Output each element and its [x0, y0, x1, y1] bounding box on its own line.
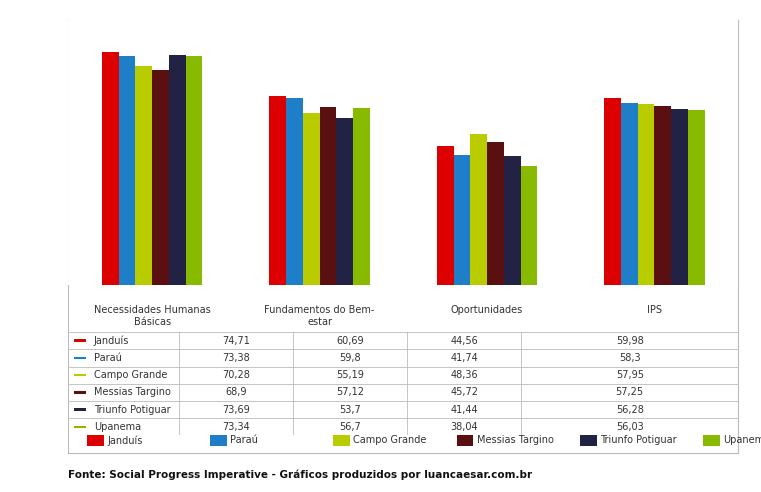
Bar: [169, 55, 186, 285]
Bar: [336, 118, 353, 285]
Text: 60,69: 60,69: [336, 336, 364, 346]
FancyBboxPatch shape: [703, 435, 720, 446]
FancyBboxPatch shape: [457, 435, 473, 446]
Bar: [671, 109, 688, 285]
FancyBboxPatch shape: [74, 374, 86, 376]
Text: 70,28: 70,28: [222, 370, 250, 380]
Text: 56,28: 56,28: [616, 404, 644, 415]
Text: 41,74: 41,74: [451, 353, 478, 363]
FancyBboxPatch shape: [74, 408, 86, 411]
Bar: [638, 104, 654, 285]
Bar: [119, 56, 135, 285]
Text: 74,71: 74,71: [222, 336, 250, 346]
Text: Upanema: Upanema: [723, 435, 761, 445]
Text: 59,8: 59,8: [339, 353, 361, 363]
Bar: [437, 146, 454, 285]
Text: 55,19: 55,19: [336, 370, 364, 380]
Bar: [470, 134, 487, 285]
Text: 73,69: 73,69: [222, 404, 250, 415]
Bar: [102, 52, 119, 285]
FancyBboxPatch shape: [87, 435, 103, 446]
Text: 38,04: 38,04: [451, 422, 478, 432]
Text: Oportunidades: Oportunidades: [451, 305, 523, 315]
Text: 73,34: 73,34: [222, 422, 250, 432]
Text: 59,98: 59,98: [616, 336, 644, 346]
Bar: [688, 110, 705, 285]
Bar: [504, 156, 521, 285]
FancyBboxPatch shape: [74, 339, 86, 342]
Bar: [286, 98, 303, 285]
Text: Campo Grande: Campo Grande: [353, 435, 427, 445]
Bar: [654, 106, 671, 285]
Text: 44,56: 44,56: [451, 336, 478, 346]
Text: Triunfo Potiguar: Triunfo Potiguar: [94, 404, 170, 415]
Text: Paraú: Paraú: [231, 435, 258, 445]
Bar: [152, 70, 169, 285]
Text: 57,12: 57,12: [336, 387, 364, 398]
Bar: [269, 95, 286, 285]
Bar: [135, 66, 152, 285]
Text: Upanema: Upanema: [94, 422, 141, 432]
Bar: [604, 98, 621, 285]
FancyBboxPatch shape: [74, 426, 86, 428]
Text: Messias Targino: Messias Targino: [476, 435, 553, 445]
Text: 57,25: 57,25: [616, 387, 644, 398]
Text: Necessidades Humanas
Básicas: Necessidades Humanas Básicas: [94, 305, 211, 328]
FancyBboxPatch shape: [580, 435, 597, 446]
Text: Janduís: Janduís: [107, 435, 142, 446]
Text: Fonte: Social Progress Imperative - Gráficos produzidos por luancaesar.com.br: Fonte: Social Progress Imperative - Gráf…: [68, 470, 533, 480]
Text: IPS: IPS: [647, 305, 662, 315]
Bar: [454, 155, 470, 285]
Text: 56,7: 56,7: [339, 422, 361, 432]
Text: Messias Targino: Messias Targino: [94, 387, 170, 398]
FancyBboxPatch shape: [333, 435, 350, 446]
Text: 68,9: 68,9: [225, 387, 247, 398]
Bar: [303, 113, 320, 285]
Bar: [353, 108, 370, 285]
Text: 48,36: 48,36: [451, 370, 478, 380]
FancyBboxPatch shape: [74, 357, 86, 359]
Text: 56,03: 56,03: [616, 422, 644, 432]
Text: Triunfo Potiguar: Triunfo Potiguar: [600, 435, 677, 445]
Text: 45,72: 45,72: [451, 387, 478, 398]
Text: 41,44: 41,44: [451, 404, 478, 415]
Text: 53,7: 53,7: [339, 404, 361, 415]
Text: Fundamentos do Bem-
estar: Fundamentos do Bem- estar: [264, 305, 375, 328]
Text: 57,95: 57,95: [616, 370, 644, 380]
Text: 73,38: 73,38: [222, 353, 250, 363]
FancyBboxPatch shape: [210, 435, 227, 446]
Text: Campo Grande: Campo Grande: [94, 370, 167, 380]
Text: Paraú: Paraú: [94, 353, 122, 363]
Bar: [487, 143, 504, 285]
FancyBboxPatch shape: [74, 391, 86, 394]
Bar: [521, 166, 537, 285]
Text: 58,3: 58,3: [619, 353, 641, 363]
Bar: [186, 56, 202, 285]
Bar: [320, 107, 336, 285]
Bar: [621, 103, 638, 285]
Text: Janduís: Janduís: [94, 336, 129, 346]
